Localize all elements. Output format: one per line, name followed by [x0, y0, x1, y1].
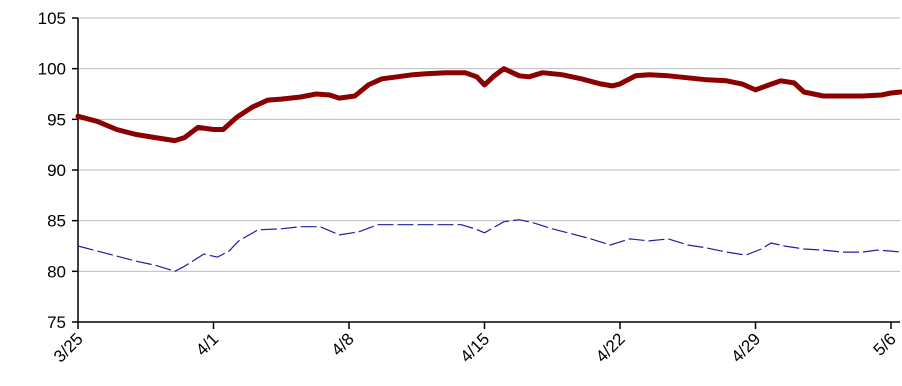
x-tick-label: 4/15	[456, 329, 493, 366]
series-layer	[75, 66, 902, 272]
y-tick-label: 100	[38, 60, 66, 79]
y-tick-label: 80	[47, 262, 66, 281]
x-tick-label: 4/22	[592, 329, 629, 366]
series-line-1	[75, 66, 902, 144]
x-tick-label: 4/1	[192, 329, 222, 359]
series-line-2	[77, 219, 901, 272]
x-axis-ticks: 3/25 4/1 4/8 4/15 4/22 4/29 5/6	[50, 322, 900, 366]
y-tick-label: 85	[47, 212, 66, 231]
x-tick-label: 4/29	[727, 329, 764, 366]
x-tick-label: 3/25	[50, 329, 87, 366]
y-tick-label: 105	[38, 9, 66, 28]
y-axis-ticks: 75 80 85 90 95 100 105	[38, 9, 78, 332]
y-tick-label: 75	[47, 313, 66, 332]
x-tick-label: 4/8	[328, 329, 358, 359]
y-tick-label: 95	[47, 110, 66, 129]
x-tick-label: 5/6	[870, 329, 900, 359]
y-tick-label: 90	[47, 161, 66, 180]
gridlines	[78, 17, 900, 272]
